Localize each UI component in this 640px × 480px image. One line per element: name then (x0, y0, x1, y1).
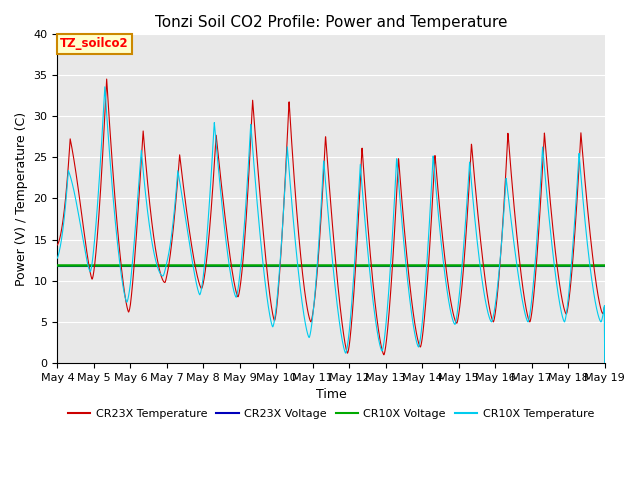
Legend: CR23X Temperature, CR23X Voltage, CR10X Voltage, CR10X Temperature: CR23X Temperature, CR23X Voltage, CR10X … (64, 405, 598, 423)
X-axis label: Time: Time (316, 388, 346, 401)
Text: TZ_soilco2: TZ_soilco2 (60, 37, 129, 50)
Title: Tonzi Soil CO2 Profile: Power and Temperature: Tonzi Soil CO2 Profile: Power and Temper… (155, 15, 508, 30)
Y-axis label: Power (V) / Temperature (C): Power (V) / Temperature (C) (15, 111, 28, 286)
